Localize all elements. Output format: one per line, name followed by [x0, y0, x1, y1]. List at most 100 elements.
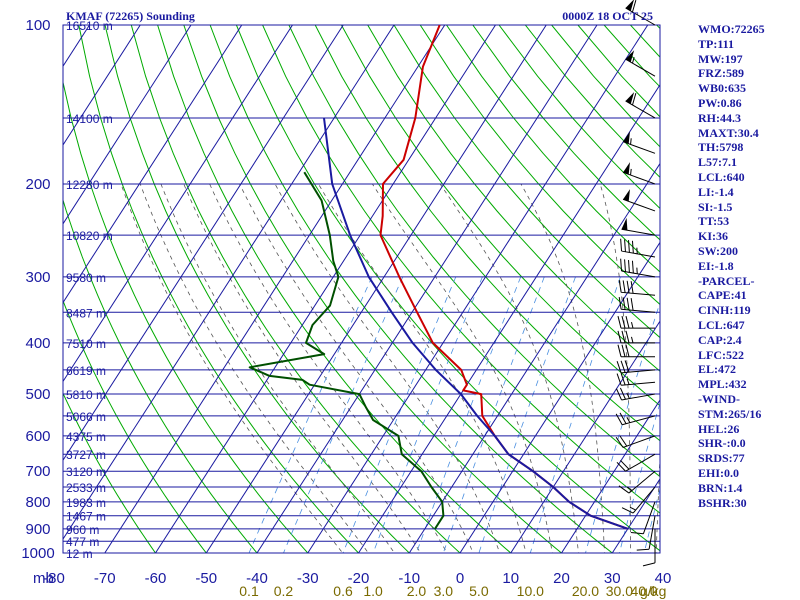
wind-barb: [615, 412, 656, 426]
mixing-ratio-line: [442, 276, 545, 553]
isotherm-line: [358, 83, 660, 553]
index-item: L57:7.1: [698, 155, 737, 170]
dry-adiabat: [63, 80, 309, 553]
index-item: LCL:640: [698, 169, 745, 184]
height-label: 12 m: [66, 547, 93, 561]
wind-barb: [618, 297, 656, 313]
sounding-time: 0000Z 18 OCT 25: [562, 9, 653, 23]
dry-adiabat: [314, 25, 660, 442]
index-item: -WIND-: [698, 391, 740, 406]
index-item: RH:44.3: [698, 110, 741, 125]
dry-adiabat: [367, 25, 660, 372]
index-item: BRN:1.4: [698, 480, 743, 495]
temperature-tick-label: 0: [456, 570, 464, 587]
wind-barb: [621, 486, 656, 514]
height-label: 1983 m: [66, 496, 106, 510]
isotherm-line: [510, 320, 660, 553]
wind-barb: [617, 330, 655, 344]
dry-adiabat: [157, 25, 512, 553]
wind-barb: [622, 131, 656, 154]
index-item: PW:0.86: [698, 95, 742, 110]
wind-barb: [615, 435, 656, 448]
moist-adiabat: [274, 183, 501, 553]
wind-barb: [617, 344, 655, 358]
pressure-tick-label: 1000: [21, 545, 54, 562]
mixing-ratio-line: [372, 276, 483, 553]
moist-adiabat: [160, 183, 395, 553]
height-label: 7510 m: [66, 337, 106, 351]
moist-adiabat: [209, 183, 448, 553]
mixing-ratio-label: 2.0: [407, 583, 427, 599]
height-label: 14100 m: [66, 112, 113, 126]
dry-adiabat: [78, 25, 360, 553]
mixing-ratio-label: 5.0: [469, 583, 489, 599]
pressure-tick-label: 900: [25, 521, 50, 538]
height-label: 12280 m: [66, 178, 113, 192]
wind-barb: [622, 189, 656, 212]
moist-adiabat: [371, 183, 553, 553]
dry-adiabat: [63, 392, 157, 553]
wind-barb: [617, 315, 655, 329]
height-label: 10820 m: [66, 229, 113, 243]
index-item: SI:-1.5: [698, 199, 733, 214]
height-label: 477 m: [66, 535, 99, 549]
temperature-tick-label: -70: [94, 570, 116, 587]
temperature-tick-label: 40: [655, 570, 672, 587]
mixing-ratio-line: [478, 276, 576, 553]
index-item: STM:265/16: [698, 406, 762, 421]
dry-adiabat: [288, 25, 660, 478]
height-label: 3120 m: [66, 465, 106, 479]
isotherm-line: [307, 25, 649, 553]
temperature-tick-label: 30: [604, 570, 621, 587]
index-item: WMO:72265: [698, 22, 765, 36]
height-label: 1467 m: [66, 510, 106, 524]
index-item: MPL:432: [698, 377, 747, 392]
wind-barb: [625, 50, 656, 77]
isotherm-line: [63, 25, 293, 383]
pressure-tick-label: 600: [25, 428, 50, 445]
index-item: FRZ:589: [698, 66, 744, 81]
thermo-lines-layer: [63, 25, 660, 553]
dewpoint-profile: [248, 171, 445, 530]
dry-adiabat: [262, 25, 660, 514]
mixing-ratio-line: [643, 487, 660, 553]
station-title: KMAF (72265) Sounding: [66, 9, 195, 23]
mixing-ratio-label: 0.1: [239, 583, 259, 599]
index-item: BSHR:30: [698, 495, 747, 510]
wind-barb: [616, 373, 656, 386]
index-item: TP:111: [698, 36, 735, 51]
mixing-ratio-label: 0.2: [274, 583, 294, 599]
wind-barb: [625, 92, 656, 119]
isotherm-line: [408, 162, 660, 553]
mixing-ratio-unit-label: g/kg: [640, 583, 666, 599]
index-item: SHR-:0.0: [698, 436, 746, 451]
dry-adiabat: [63, 198, 258, 553]
isotherm-line: [256, 25, 598, 553]
temperature-tick-label: -10: [398, 570, 420, 587]
dry-adiabat: [63, 299, 207, 553]
temperature-tick-label: -20: [348, 570, 370, 587]
temperature-tick-label: -50: [195, 570, 217, 587]
wind-barb: [616, 453, 656, 472]
index-item: TH:5798: [698, 140, 744, 155]
wind-barb: [636, 515, 656, 551]
wind-barb: [620, 258, 656, 278]
height-label: 6619 m: [66, 364, 106, 378]
sounding-indices-panel: WMO:72265 TP:111 MW:197 FRZ:589 WB0:635 PW:0.…: [698, 22, 798, 510]
grid-layer: [62, 24, 661, 554]
temperature-tick-label: -60: [145, 570, 167, 587]
index-item: CAP:2.4: [698, 332, 742, 347]
height-label: 960 m: [66, 523, 99, 537]
index-item: LI:-1.4: [698, 184, 734, 199]
moist-adiabat: [183, 183, 422, 553]
mixing-ratio-label: 20.0: [572, 583, 599, 599]
wind-barb: [631, 501, 656, 535]
mixing-ratio-line: [342, 276, 457, 553]
isotherm-line: [155, 25, 496, 553]
pressure-tick-label: 200: [25, 176, 50, 193]
mixing-ratio-label: 1.0: [363, 583, 383, 599]
moist-adiabat: [655, 447, 660, 553]
wind-barbs-layer: [615, 0, 656, 567]
parcel-profile: [323, 117, 629, 530]
